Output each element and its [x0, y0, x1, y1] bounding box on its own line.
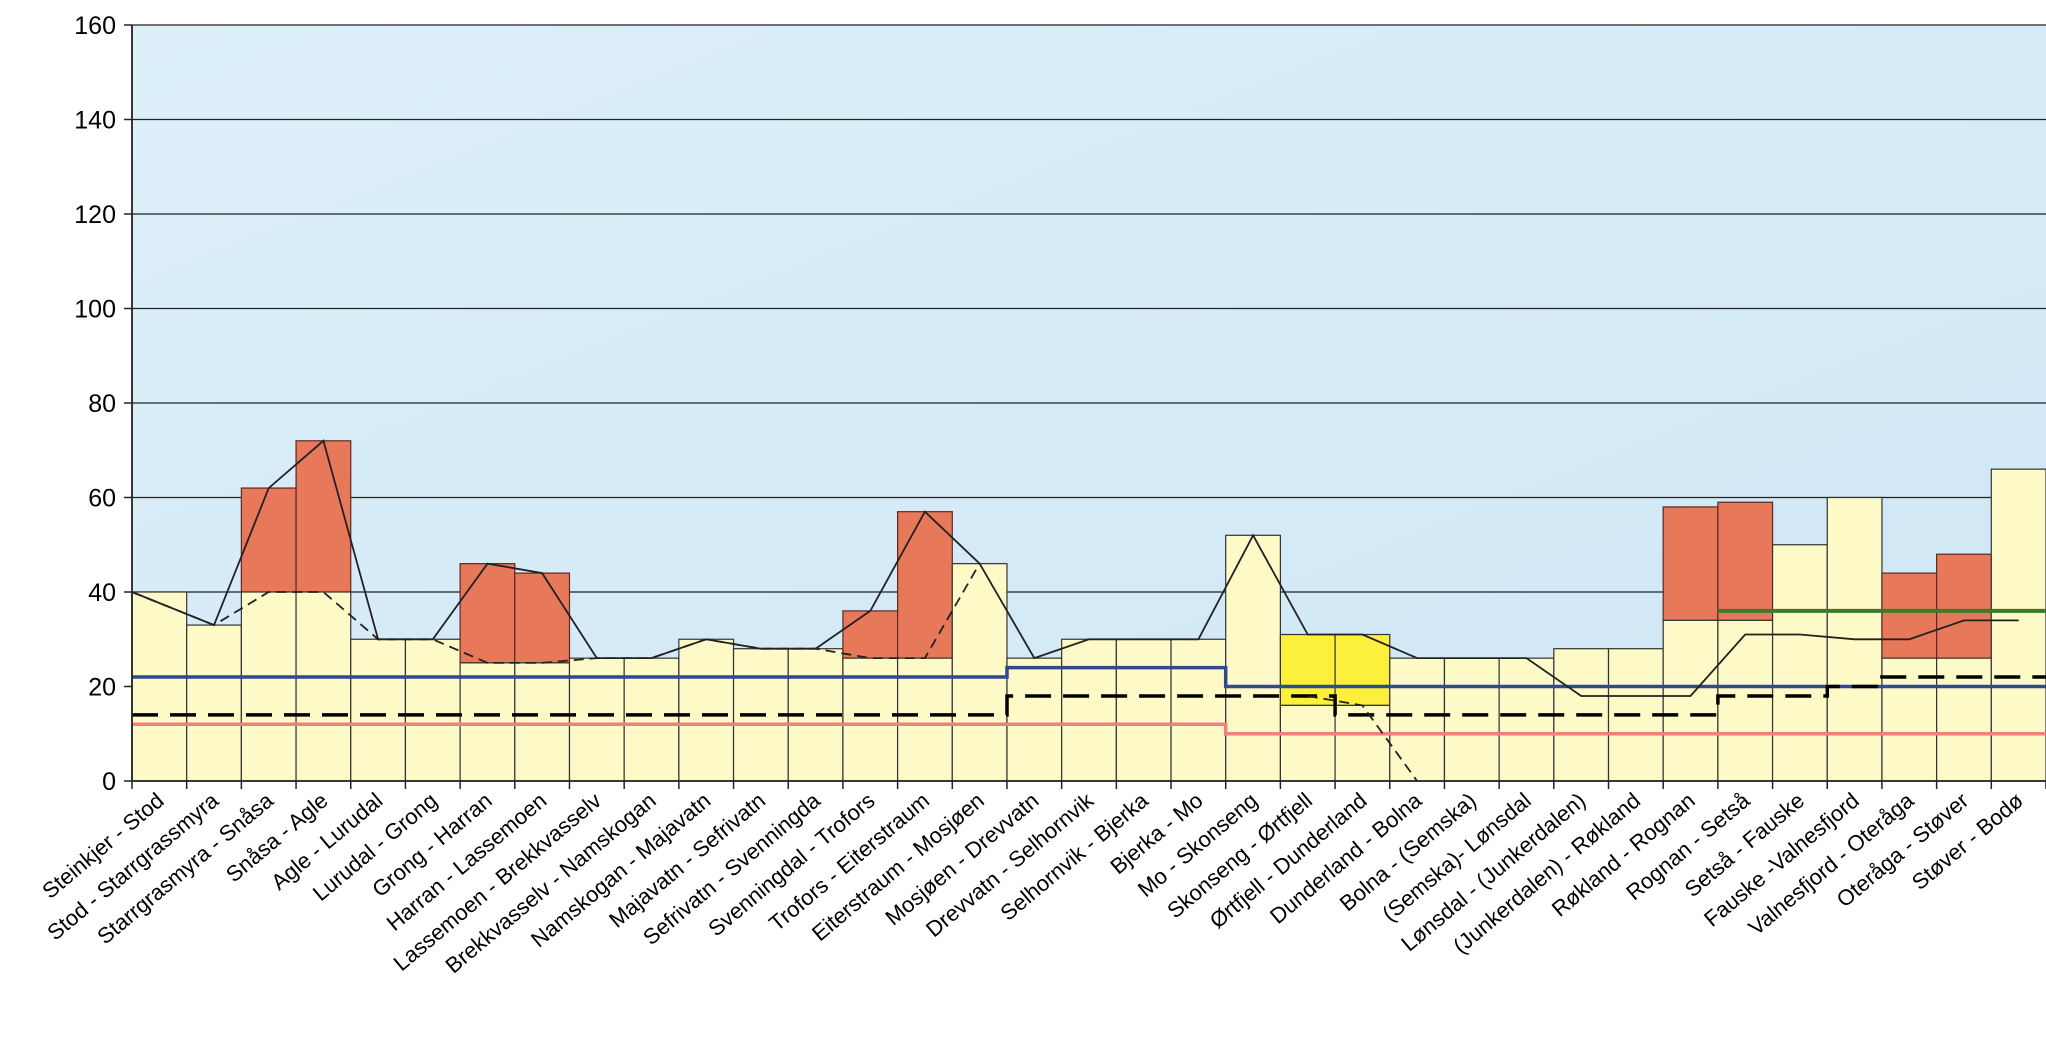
lines	[131, 439, 2046, 782]
bar-base	[1006, 657, 1063, 782]
bar-upper	[1717, 501, 1774, 621]
bar-base	[350, 638, 407, 782]
bar-upper	[896, 511, 953, 659]
bar-base	[1498, 657, 1555, 782]
bar-upper	[1662, 506, 1719, 621]
bar-base	[1334, 704, 1391, 782]
bar-upper	[1881, 572, 1938, 659]
y-tick-label: 160	[74, 12, 116, 40]
series-line-black-dashed	[132, 675, 2046, 717]
y-tick-label: 0	[102, 768, 116, 796]
axes	[124, 24, 2046, 789]
bar-base	[131, 591, 188, 782]
series-line-thin-dashed	[131, 563, 1418, 782]
bar-base	[1389, 657, 1446, 782]
y-tick-label: 40	[88, 579, 116, 607]
bar-base	[1662, 619, 1719, 782]
bar-base	[1279, 704, 1336, 782]
bar-base	[1771, 544, 1828, 782]
y-tick-label: 120	[74, 201, 116, 229]
bar-base	[459, 662, 516, 782]
bar-base	[404, 638, 461, 782]
y-tick-label: 60	[88, 485, 116, 513]
bar-base	[1717, 619, 1774, 782]
bar-base	[295, 591, 352, 782]
bar-base	[1115, 638, 1172, 782]
bar-base	[186, 624, 242, 782]
bar-highlight	[1334, 633, 1391, 707]
series-line-blue	[132, 665, 2046, 689]
bar-upper	[295, 440, 352, 593]
bar-base	[1170, 638, 1227, 782]
bar-base	[514, 662, 571, 782]
y-tick-label: 140	[74, 107, 116, 135]
y-tick-labels: 0 20 40 60 80 100 120 140 160	[74, 12, 116, 796]
bar-upper	[514, 572, 571, 664]
bar-upper	[842, 610, 899, 659]
bar-upper	[1936, 553, 1992, 659]
bar-upper	[459, 563, 516, 664]
y-tick-label: 100	[74, 296, 116, 324]
series-line-red	[132, 722, 2046, 736]
bar-upper	[240, 487, 297, 593]
series-line-thin	[131, 439, 2019, 697]
bar-base	[951, 563, 1008, 782]
y-tick-label: 20	[88, 674, 116, 702]
bar-base	[1225, 534, 1281, 782]
bar-base	[1061, 638, 1117, 782]
bar-base	[678, 638, 735, 782]
bar-base	[1443, 657, 1500, 782]
bar-base	[240, 591, 297, 782]
y-tick-label: 80	[88, 390, 116, 418]
